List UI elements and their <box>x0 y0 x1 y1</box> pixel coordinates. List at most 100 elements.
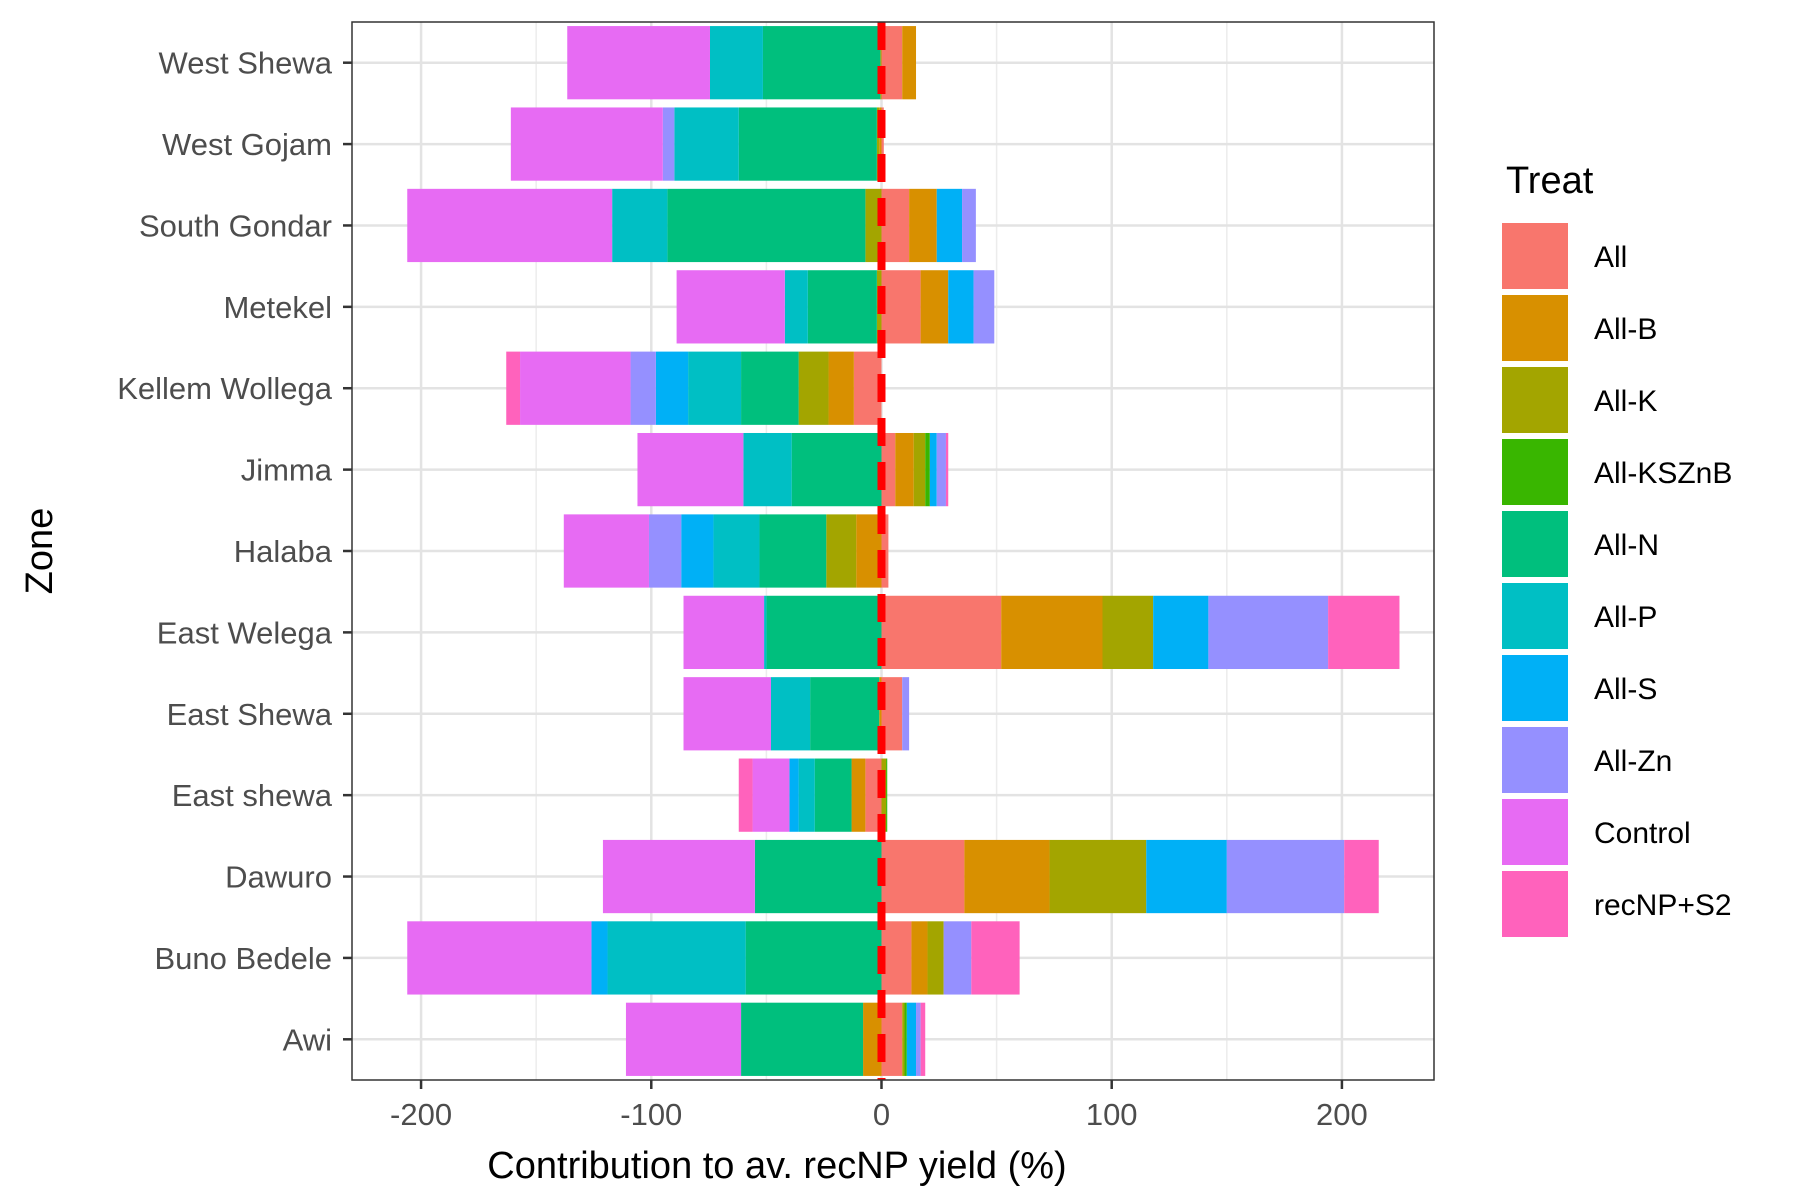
y-tick-label: West Gojam <box>162 127 332 162</box>
bar-segment <box>784 270 808 344</box>
bar-segment <box>1001 595 1103 670</box>
bar-segment <box>902 26 917 100</box>
bar-segment <box>881 839 965 914</box>
bar-segment <box>741 1002 864 1076</box>
x-tick-label: 0 <box>873 1097 890 1132</box>
legend-label: All-N <box>1594 529 1659 562</box>
bar-segment <box>1344 839 1379 914</box>
bar-segment <box>881 921 912 995</box>
bar-segment <box>895 432 914 507</box>
bar-segment <box>662 107 675 181</box>
bar-segment <box>506 351 521 425</box>
bar-segment <box>971 921 1020 995</box>
bar-segment <box>738 758 753 832</box>
bar-segment <box>925 432 930 507</box>
bar-segment <box>676 270 785 344</box>
bar-segment <box>798 351 829 425</box>
y-tick-label: Kellem Wollega <box>117 371 333 406</box>
y-tick-label: Halaba <box>234 534 333 569</box>
legend-key <box>1502 655 1568 721</box>
bar-segment <box>881 26 903 100</box>
bar-segment <box>856 514 882 588</box>
bar-segment <box>920 1002 926 1076</box>
bar-segment <box>881 188 910 263</box>
y-tick-label: Awi <box>283 1022 332 1057</box>
legend-items: All All-B All-K All-KSZnB All-N All-P All-S All… <box>1502 223 1732 937</box>
bar-segment <box>1049 839 1147 914</box>
legend-title: Treat <box>1506 160 1594 202</box>
x-tick-label: 200 <box>1316 1097 1368 1132</box>
bar-segment <box>881 595 1002 670</box>
x-axis: -200 -100 0 100 200 <box>390 1080 1368 1132</box>
bar-segment <box>1226 839 1345 914</box>
bar-segment <box>913 432 926 507</box>
bar-segment <box>853 351 882 425</box>
bar-segment <box>876 107 880 181</box>
bar-segment <box>826 514 857 588</box>
bar-segment <box>936 432 946 507</box>
x-tick-label: -100 <box>620 1097 682 1132</box>
bar-segment <box>902 677 910 751</box>
bar-segment <box>904 1002 907 1076</box>
bar-segment <box>863 1002 882 1076</box>
bar-segment <box>798 758 815 832</box>
bar-segment <box>637 432 744 507</box>
bar-segment <box>881 107 884 181</box>
bar-segment <box>906 1002 917 1076</box>
bar-segment <box>881 677 903 751</box>
legend-key <box>1502 223 1568 289</box>
bar-segment <box>683 677 771 751</box>
legend-key <box>1502 583 1568 649</box>
bar-segment <box>655 351 689 425</box>
bar-segment <box>810 677 880 751</box>
x-tick-label: -200 <box>390 1097 452 1132</box>
bar-segment <box>754 839 882 914</box>
bar-segment <box>881 270 921 344</box>
legend-key <box>1502 295 1568 361</box>
bar-segment <box>1208 595 1329 670</box>
bar-segment <box>865 188 882 263</box>
bar-segment <box>929 432 937 507</box>
bar-segment <box>828 351 854 425</box>
bar-segment <box>681 514 714 588</box>
bar-segment <box>791 432 882 507</box>
legend-label: All-KSZnB <box>1594 457 1732 490</box>
y-axis: West Shewa West Gojam South Gondar Metekel K… <box>117 46 352 1057</box>
legend-key <box>1502 799 1568 865</box>
bar-segment <box>713 514 760 588</box>
bar-segment <box>770 677 811 751</box>
x-tick-label: 100 <box>1086 1097 1138 1132</box>
y-tick-label: West Shewa <box>159 46 333 81</box>
y-tick-label: East shewa <box>172 778 333 813</box>
bar-segment <box>407 921 592 995</box>
y-axis-title: Zone <box>19 508 61 595</box>
bar-segment <box>1146 839 1227 914</box>
bar-segment <box>709 26 763 100</box>
bar-segment <box>948 270 974 344</box>
bar-segment <box>1328 595 1400 670</box>
legend-label: All-P <box>1594 601 1657 634</box>
bar-segment <box>612 188 668 263</box>
bar-segment <box>1102 595 1154 670</box>
bar-segment <box>630 351 656 425</box>
y-tick-label: Dawuro <box>225 860 332 895</box>
bar-segment <box>927 921 944 995</box>
bar-segment <box>688 351 742 425</box>
x-axis-title: Contribution to av. recNP yield (%) <box>487 1145 1066 1187</box>
bar-segment <box>1153 595 1209 670</box>
legend-label: All-S <box>1594 673 1657 706</box>
legend-label: All-B <box>1594 313 1657 346</box>
bar-segment <box>962 188 976 263</box>
bar-segment <box>762 26 881 100</box>
bar-segment <box>648 514 682 588</box>
bar-segment <box>407 188 613 263</box>
bar-segment <box>789 758 799 832</box>
legend-label: All <box>1594 241 1627 274</box>
bar-segment <box>964 839 1050 914</box>
bar-segment <box>902 1002 905 1076</box>
bar-segment <box>973 270 995 344</box>
bar-segment <box>881 1002 903 1076</box>
legend-key <box>1502 511 1568 577</box>
